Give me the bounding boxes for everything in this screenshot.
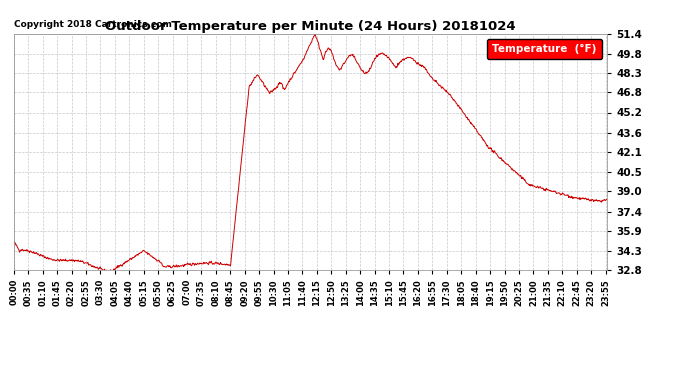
Legend: Temperature  (°F): Temperature (°F) [487, 39, 602, 60]
Text: Copyright 2018 Cartronics.com: Copyright 2018 Cartronics.com [14, 20, 172, 29]
Title: Outdoor Temperature per Minute (24 Hours) 20181024: Outdoor Temperature per Minute (24 Hours… [105, 20, 516, 33]
